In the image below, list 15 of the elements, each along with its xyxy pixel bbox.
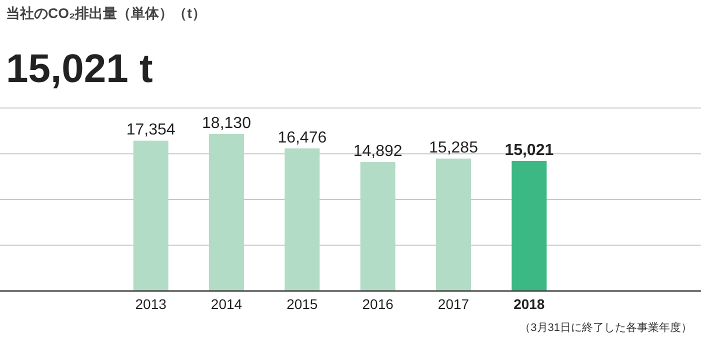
x-tick-label: 2017 xyxy=(438,296,470,312)
data-label: 15,285 xyxy=(429,140,478,157)
x-tick-label: 2018 xyxy=(514,296,545,312)
x-tick-label: 2014 xyxy=(210,296,242,312)
data-label: 14,892 xyxy=(353,143,402,160)
x-tick-label: 2016 xyxy=(362,296,394,312)
title: 当社のCO₂排出量（単体）（t） xyxy=(6,5,206,21)
data-label: 17,354 xyxy=(126,122,176,139)
data-label: 15,021 xyxy=(504,142,554,159)
note: （3月31日に終了した各事業年度） xyxy=(520,322,692,334)
x-tick-label: 2015 xyxy=(286,296,318,312)
data-label: 16,476 xyxy=(278,129,327,146)
x-tick-label: 2013 xyxy=(135,296,167,312)
data-label: 18,130 xyxy=(202,115,252,132)
subtitle: 15,021 t xyxy=(6,47,153,91)
